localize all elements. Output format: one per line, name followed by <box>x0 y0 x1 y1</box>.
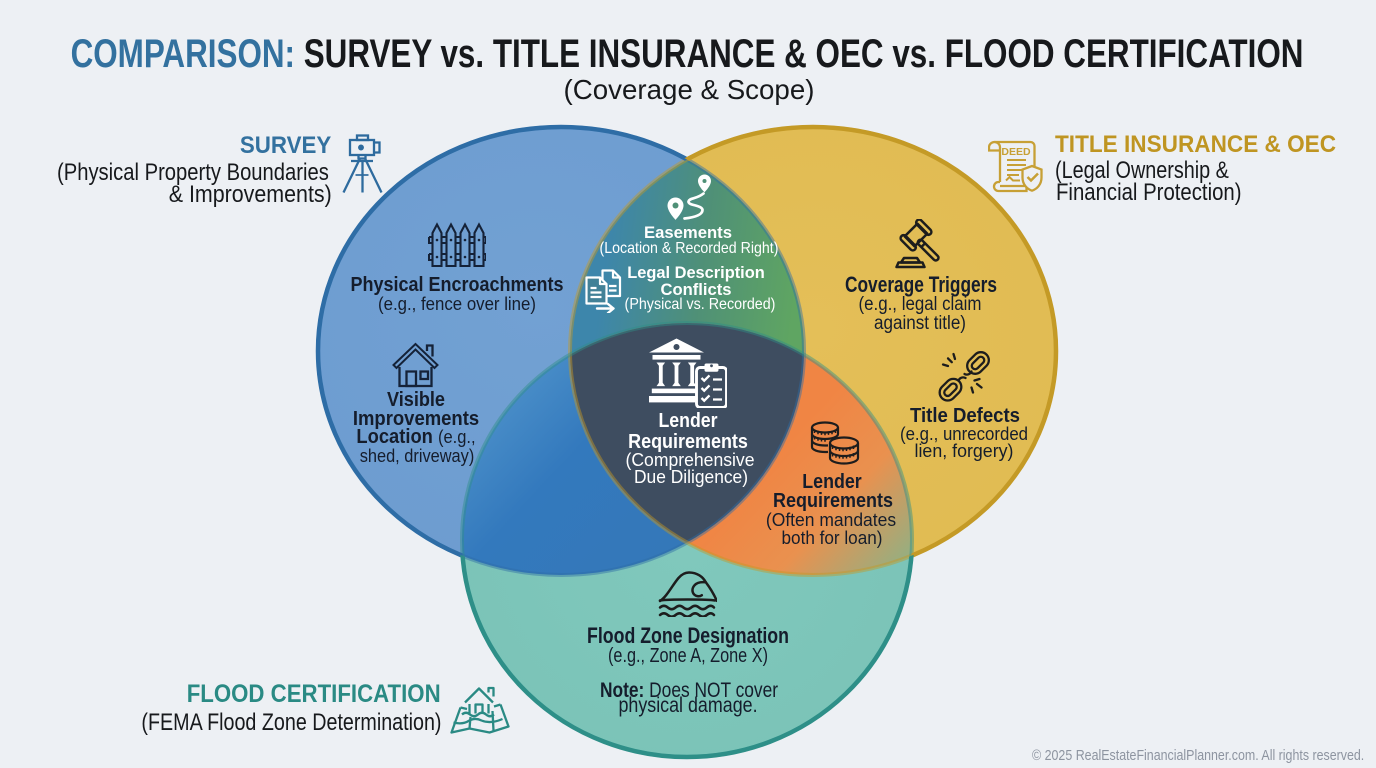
svg-text:DEED: DEED <box>1001 146 1031 158</box>
